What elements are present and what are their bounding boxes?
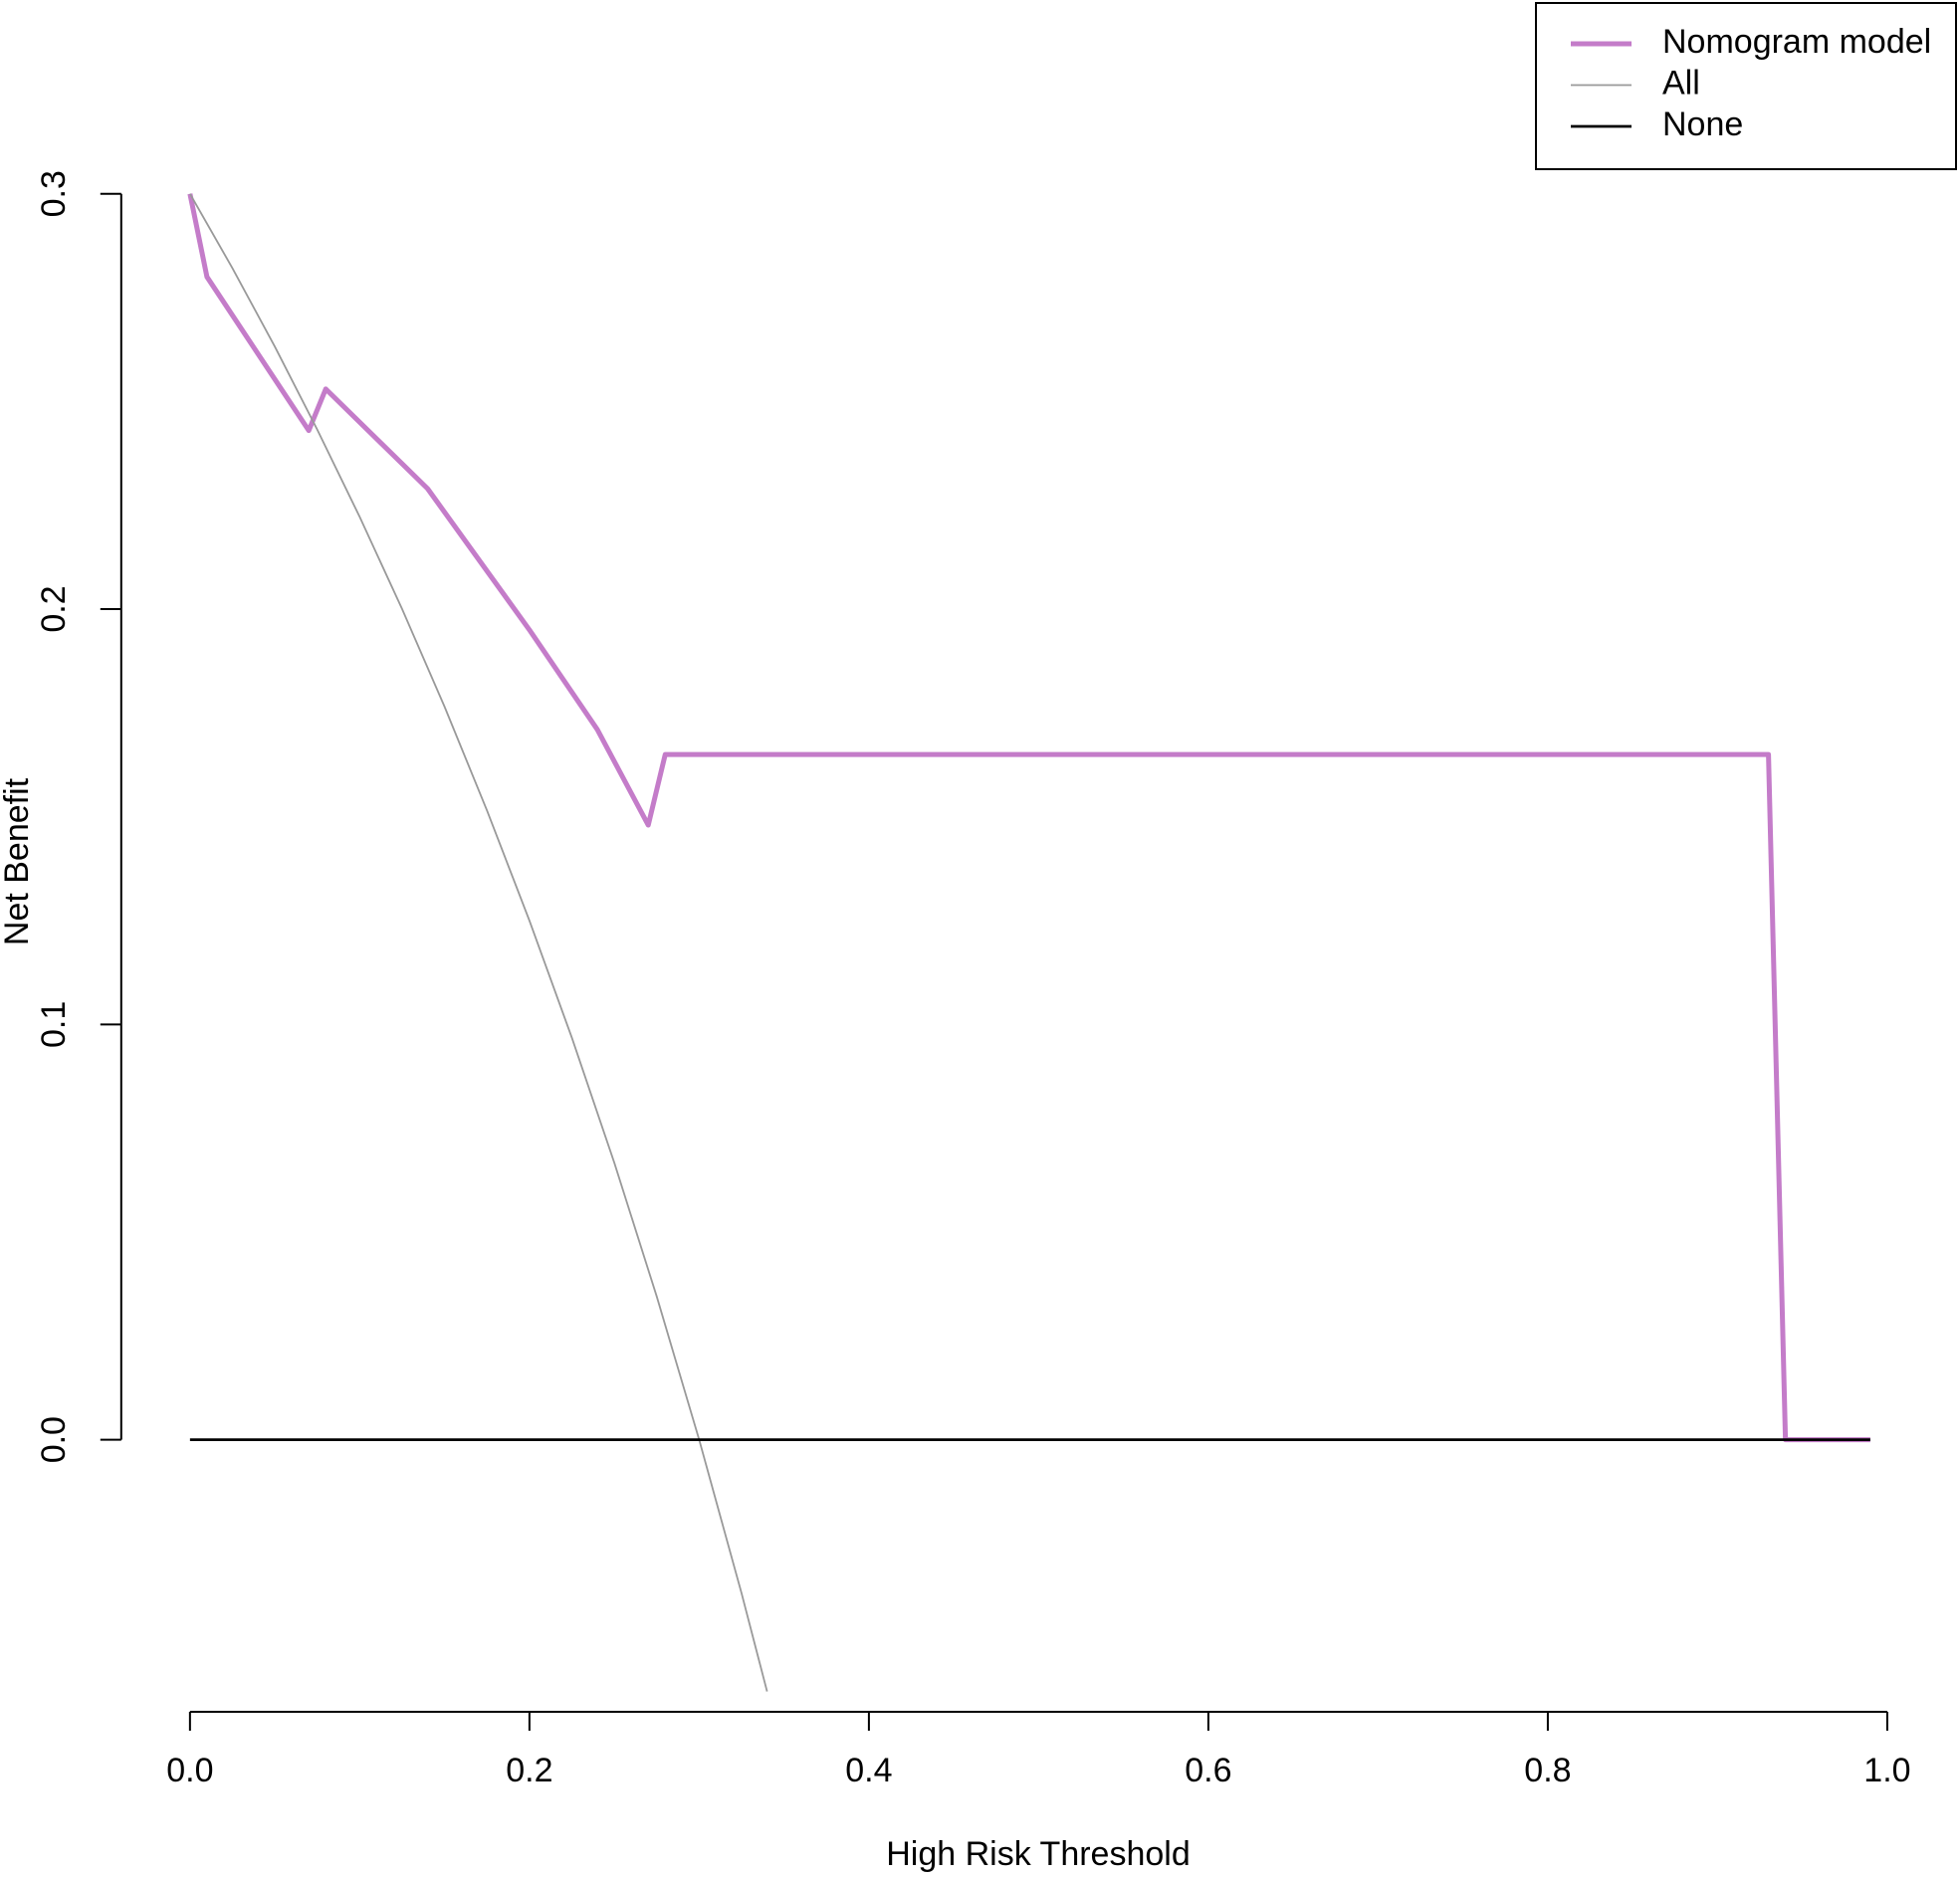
x-tick-label: 0.0 [166, 1752, 213, 1789]
y-tick-label: 0.0 [35, 1416, 73, 1463]
x-tick-label: 0.6 [1185, 1752, 1231, 1789]
series-line [187, 193, 1870, 1443]
x-tick-label: 0.8 [1524, 1752, 1571, 1789]
x-tick-label: 0.2 [506, 1752, 552, 1789]
y-tick-label: 0.1 [35, 1001, 73, 1048]
legend-label: Nomogram model [1662, 23, 1931, 61]
legend-label: All [1662, 64, 1700, 102]
x-tick-label: 0.4 [845, 1752, 892, 1789]
y-tick-label: 0.2 [35, 585, 73, 632]
y-axis-label: Net Benefit [0, 777, 36, 945]
series-line [189, 193, 768, 1692]
x-tick-label: 1.0 [1863, 1752, 1910, 1789]
x-axis-label: High Risk Threshold [886, 1835, 1191, 1873]
legend-label: None [1662, 105, 1743, 143]
y-tick-label: 0.3 [35, 170, 73, 217]
legend-box [1535, 2, 1957, 170]
